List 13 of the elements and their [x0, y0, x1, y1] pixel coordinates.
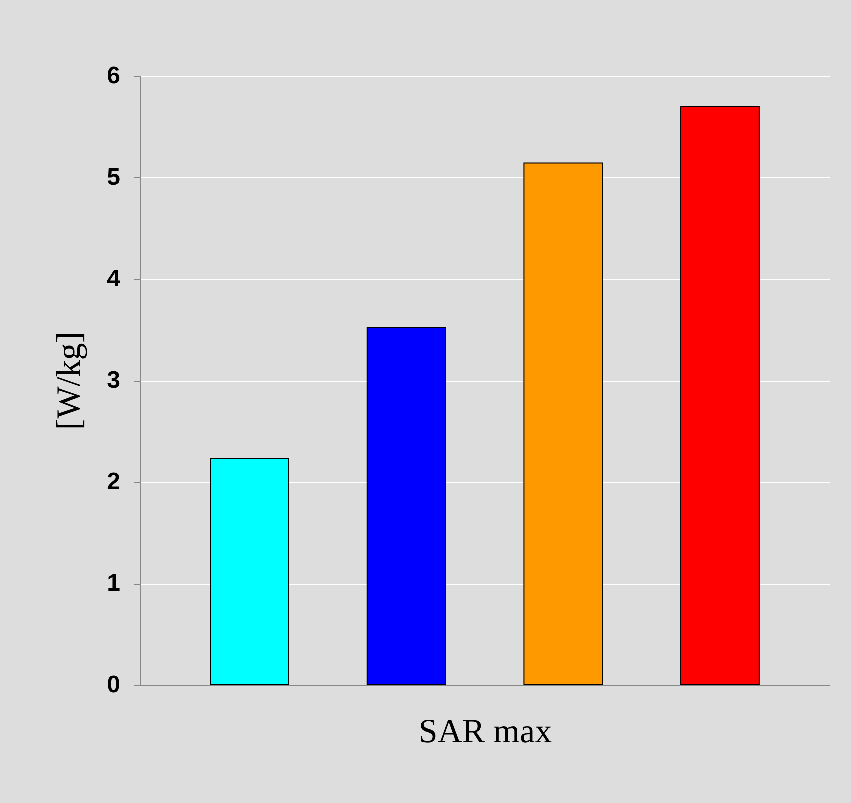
y-tick-label: 6	[107, 62, 120, 90]
y-tick-label: 0	[107, 672, 120, 698]
bar	[680, 106, 760, 686]
bar	[210, 458, 290, 686]
bar	[524, 162, 604, 686]
bar	[366, 327, 446, 686]
y-tick-label: 3	[107, 367, 120, 394]
y-axis-title: [W/kg]	[51, 332, 88, 430]
y-tick-label: 4	[107, 266, 122, 292]
y-tick-label: 1	[107, 570, 120, 597]
y-tick-label: 2	[107, 468, 120, 496]
x-axis-title: SAR max	[418, 714, 552, 750]
y-tick-label: 5	[107, 164, 120, 191]
